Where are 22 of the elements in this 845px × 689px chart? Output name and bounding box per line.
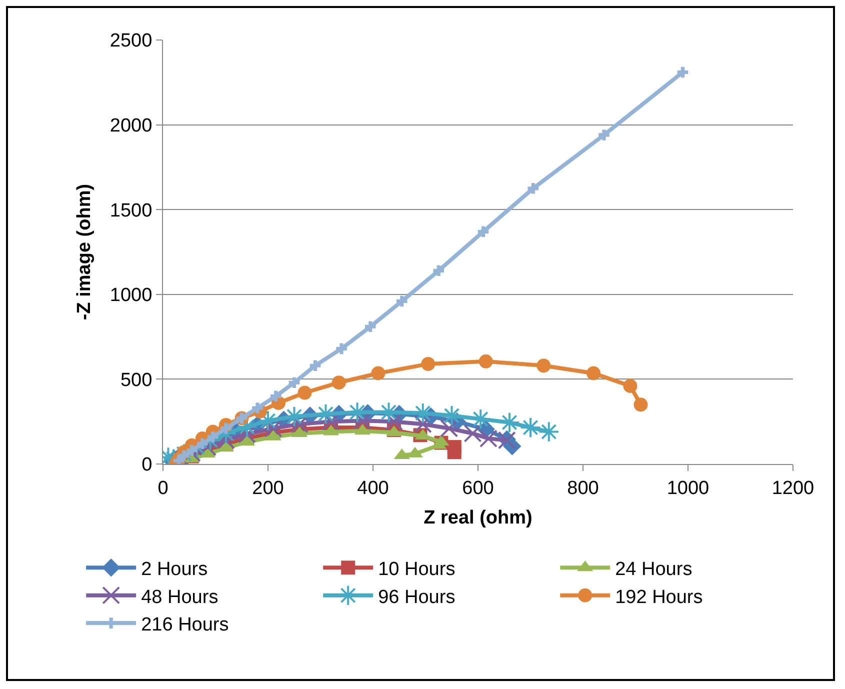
legend-label: 2 Hours: [141, 559, 208, 580]
x-tick-label: 1000: [666, 478, 710, 499]
x-tick-label: 0: [158, 478, 168, 499]
legend-label: 216 Hours: [141, 614, 229, 636]
x-axis-title: Z real (ohm): [424, 508, 532, 529]
legend-label: 48 Hours: [141, 586, 218, 608]
legend-label: 24 Hours: [615, 559, 692, 580]
legend-label: 96 Hours: [378, 586, 456, 608]
legend-label: 10 Hours: [378, 559, 456, 580]
y-axis-title: -Z image (ohm): [74, 184, 95, 320]
y-tick-label: 1500: [110, 200, 152, 222]
x-tick-label: 200: [252, 478, 284, 499]
x-tick-label: 1200: [772, 478, 814, 499]
y-tick-label: 2000: [110, 115, 152, 136]
y-tick-label: 1000: [110, 285, 152, 306]
y-tick-label: 0: [142, 454, 152, 476]
y-tick-label: 500: [120, 370, 152, 391]
legend-label: 192 Hours: [615, 586, 703, 608]
x-tick-label: 600: [462, 478, 494, 499]
x-tick-label: 800: [567, 478, 599, 499]
x-tick-label: 400: [357, 478, 389, 499]
y-tick-label: 2500: [110, 30, 152, 52]
